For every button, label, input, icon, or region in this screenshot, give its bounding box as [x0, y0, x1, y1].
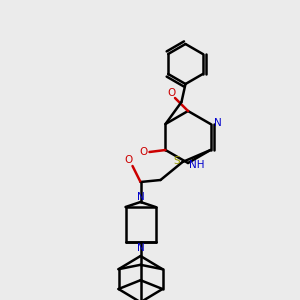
Text: O: O	[140, 147, 148, 157]
Text: O: O	[124, 155, 133, 165]
Text: NH: NH	[189, 160, 205, 170]
Text: N: N	[136, 243, 144, 253]
Text: S: S	[173, 156, 180, 166]
Text: O: O	[167, 88, 175, 98]
Text: N: N	[214, 118, 221, 128]
Text: N: N	[136, 192, 144, 202]
